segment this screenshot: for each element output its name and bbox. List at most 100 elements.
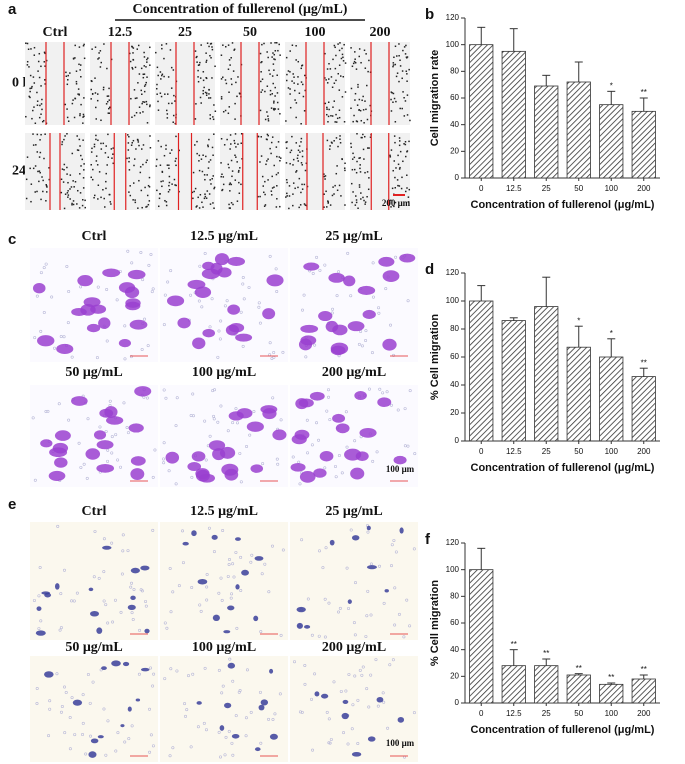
cell: [28, 95, 30, 98]
cell: [360, 192, 362, 194]
pore: [344, 689, 348, 693]
pore: [148, 750, 152, 754]
pore: [346, 251, 350, 255]
pore: [381, 691, 385, 695]
pore: [377, 311, 381, 315]
pore: [224, 735, 228, 739]
x-axis-label: Concentration of fullerenol (μg/mL): [471, 199, 655, 211]
cell: [213, 133, 215, 135]
cell: [79, 145, 81, 147]
cell: [378, 256, 395, 267]
cell: [300, 324, 319, 333]
cell: [234, 102, 236, 105]
cell: [220, 175, 222, 178]
cell: [393, 56, 395, 59]
cell: [105, 187, 107, 190]
cell: [330, 141, 333, 144]
cell: [65, 71, 67, 74]
cell: [73, 116, 76, 119]
pore: [217, 591, 221, 595]
pore: [35, 294, 39, 298]
cell: [286, 195, 288, 197]
pore: [271, 717, 275, 721]
cell: [205, 76, 207, 79]
cell: [82, 139, 84, 141]
cell: [162, 180, 164, 182]
cell: [79, 69, 81, 71]
cell: [97, 198, 99, 200]
cell: [274, 58, 276, 61]
cell: [222, 176, 225, 178]
y-tick-label: 120: [446, 13, 460, 22]
cell: [40, 439, 53, 448]
cell: [220, 138, 223, 140]
cell: [271, 136, 274, 138]
cell: [353, 156, 356, 159]
image-label: 100 μg/mL: [192, 365, 256, 380]
cell: [29, 87, 31, 90]
cell: [192, 171, 195, 174]
cell: [209, 179, 211, 181]
cell: [229, 134, 232, 136]
x-tick-label: 12.5: [506, 709, 522, 718]
pore: [153, 448, 157, 452]
column-label: 200: [370, 25, 391, 40]
cell: [69, 174, 72, 176]
cell: [95, 155, 98, 157]
cell: [40, 133, 42, 136]
cell: [302, 95, 305, 98]
cell: [360, 61, 362, 64]
pore: [212, 414, 216, 418]
cell: [82, 122, 84, 124]
cell: [63, 169, 65, 171]
pore: [108, 399, 112, 403]
cell: [38, 76, 41, 79]
cell: [155, 51, 157, 54]
cell: [292, 73, 294, 75]
cell: [333, 140, 335, 142]
bar: [599, 104, 624, 179]
pore: [204, 458, 208, 462]
cell: [397, 154, 399, 157]
cell: [228, 106, 231, 108]
cell: [295, 116, 297, 119]
cell: [301, 150, 304, 152]
cell: [275, 146, 278, 148]
cell: [303, 110, 306, 112]
cell: [192, 197, 194, 200]
cell: [406, 56, 409, 58]
cell: [98, 171, 101, 173]
cell: [259, 52, 262, 55]
cell: [156, 93, 158, 95]
pore: [218, 337, 222, 341]
cell: [293, 82, 295, 84]
bar: [631, 376, 656, 442]
cell: [406, 80, 408, 82]
cell: [80, 75, 82, 78]
cell: [267, 115, 269, 117]
pore: [313, 343, 317, 347]
cell: [72, 200, 75, 202]
cell: [128, 135, 130, 138]
pore: [102, 599, 106, 603]
cell: [129, 52, 131, 55]
cell: [83, 115, 85, 118]
pore: [350, 727, 354, 731]
pore: [220, 598, 224, 602]
pore: [349, 294, 353, 298]
cell: [128, 169, 131, 171]
cell: [333, 44, 336, 47]
cell: [352, 152, 354, 155]
cell: [208, 45, 210, 48]
pore: [137, 672, 141, 676]
cell: [339, 138, 341, 140]
cell: [41, 98, 43, 101]
cell: [194, 50, 197, 52]
cell: [331, 115, 334, 117]
cell: [324, 77, 326, 79]
cell: [254, 747, 261, 752]
pore: [203, 666, 207, 670]
bar: [566, 81, 591, 179]
pore: [323, 466, 327, 470]
cell: [102, 86, 105, 89]
